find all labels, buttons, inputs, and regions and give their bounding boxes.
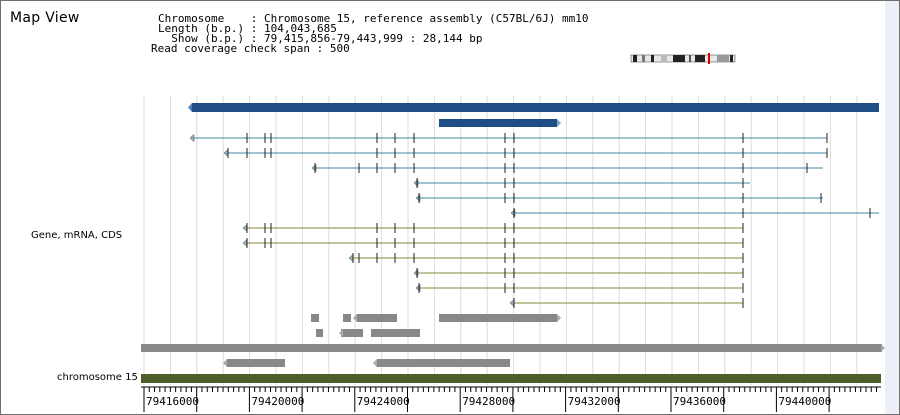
cds-block[interactable] [357, 314, 397, 322]
show-info-row: Show (b.p.) : 79,415,856-79,443,999 : 28… [158, 32, 483, 45]
region-arrow [373, 359, 377, 367]
chromosome-band [141, 374, 881, 383]
ideogram-band [730, 55, 733, 62]
ruler-tick-label: 79428000 [462, 395, 515, 408]
coverage-key: Read coverage check span [151, 42, 317, 55]
chromosome-ideogram[interactable] [630, 53, 736, 64]
mrna-arrow [223, 148, 229, 158]
region-arrow [223, 359, 227, 367]
mrna-arrow [189, 133, 195, 143]
gene-bar[interactable] [439, 119, 557, 127]
cds-arrow [557, 314, 561, 322]
mrna-arrow [348, 253, 354, 263]
length-info-row: Length (b.p.) : 104,043,685 [158, 23, 337, 34]
show-value: : 79,415,856-79,443,999 : 28,144 bp [250, 32, 483, 45]
gene-bar[interactable] [192, 103, 879, 112]
mrna-arrow [242, 238, 248, 248]
cds-block[interactable] [316, 329, 323, 337]
chromosome-track-label: chromosome 15 [57, 372, 138, 383]
map-view-title: Map View [10, 10, 80, 26]
cds-arrow [339, 329, 343, 337]
gene-mrna-cds-tracks [141, 103, 885, 367]
cds-block[interactable] [439, 314, 557, 322]
region-bar[interactable] [227, 359, 285, 367]
chromosome-info-row: Chromosome : Chromosome 15, reference as… [158, 13, 588, 24]
ideogram-band [695, 55, 705, 62]
ruler-tick-label: 79420000 [251, 395, 304, 408]
ideogram-band [673, 55, 685, 62]
ideogram-band [689, 55, 691, 62]
mrna-arrow [242, 223, 248, 233]
ideogram-position-marker [708, 53, 710, 64]
chromosome-track [141, 374, 881, 383]
ideogram-band [717, 55, 729, 62]
length-key: Length (b.p.) [158, 22, 251, 35]
region-bar[interactable] [141, 344, 882, 352]
cds-block[interactable] [371, 329, 420, 337]
cds-block[interactable] [341, 329, 363, 337]
ruler-tick-label: 79416000 [146, 395, 199, 408]
ideogram-band [661, 55, 667, 62]
ideogram-band [633, 55, 637, 62]
show-key: Show (b.p.) [158, 32, 251, 45]
cds-block[interactable] [311, 314, 319, 322]
gene-arrow [188, 103, 192, 112]
scroll-strip[interactable] [885, 1, 899, 414]
chromosome-value: : Chromosome 15, reference assembly (C57… [250, 12, 589, 25]
coordinate-ruler: 79416000 79420000 79424000 79428000 79432000… [141, 386, 881, 412]
cds-block[interactable] [343, 314, 351, 322]
ruler-tick-label: 79436000 [673, 395, 726, 408]
gene-arrow [557, 119, 561, 127]
gene-track-label: Gene, mRNA, CDS [31, 230, 123, 241]
region-bar[interactable] [377, 359, 510, 367]
ideogram-band [642, 55, 645, 62]
ruler-tick-label: 79424000 [357, 395, 410, 408]
ruler-tick-label: 79440000 [778, 395, 831, 408]
grid-lines [143, 96, 858, 385]
chromosome-key: Chromosome [158, 12, 251, 25]
region-arrow [881, 344, 885, 352]
coverage-info-row: Read coverage check span : 500 [151, 43, 350, 54]
cds-arrow [353, 314, 357, 322]
mrna-arrow [509, 298, 515, 308]
length-value: : 104,043,685 [250, 22, 337, 35]
ideogram-band [651, 55, 654, 62]
coverage-value: : 500 [316, 42, 350, 55]
ruler-tick-label: 79432000 [568, 395, 621, 408]
